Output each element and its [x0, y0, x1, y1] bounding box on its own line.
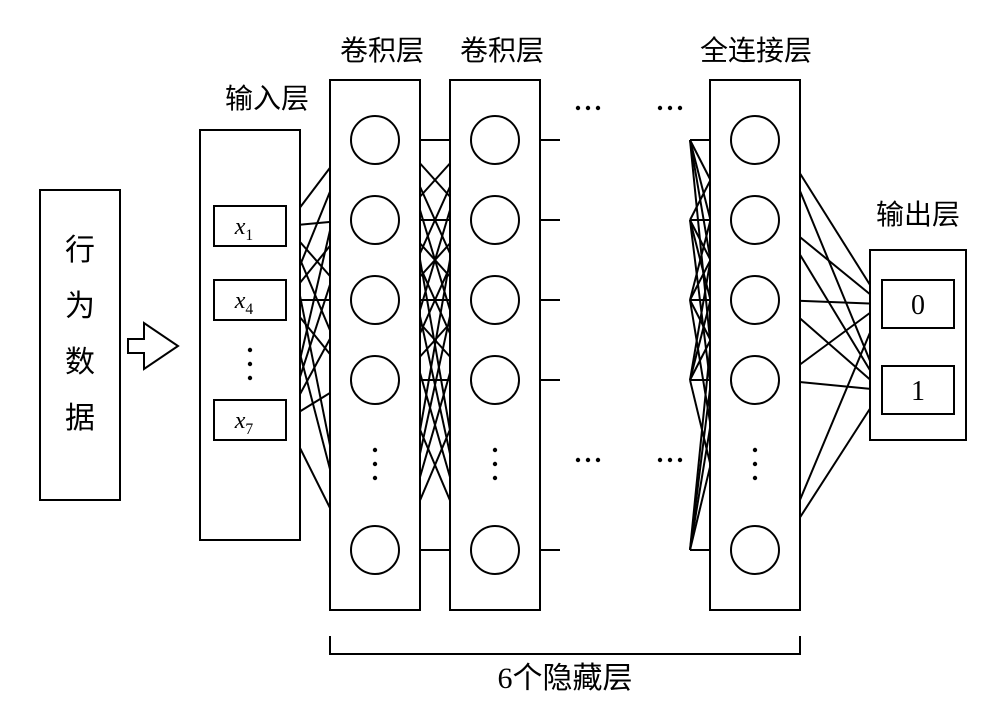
svg-text:1: 1: [911, 376, 925, 407]
nn-diagram: 行为数据输入层x1x4x7卷积层卷积层全连接层输出层016个隐藏层: [0, 0, 1000, 708]
svg-text:卷积层: 卷积层: [460, 35, 544, 67]
svg-text:0: 0: [911, 290, 925, 321]
svg-text:全连接层: 全连接层: [700, 35, 812, 67]
svg-text:输入层: 输入层: [225, 83, 309, 115]
svg-text:行: 行: [65, 234, 95, 267]
svg-text:卷积层: 卷积层: [340, 35, 424, 67]
svg-text:据: 据: [65, 402, 95, 435]
svg-text:输出层: 输出层: [876, 199, 960, 231]
svg-text:为: 为: [65, 290, 95, 323]
svg-text:6个隐藏层: 6个隐藏层: [498, 662, 633, 695]
svg-text:数: 数: [65, 346, 95, 379]
